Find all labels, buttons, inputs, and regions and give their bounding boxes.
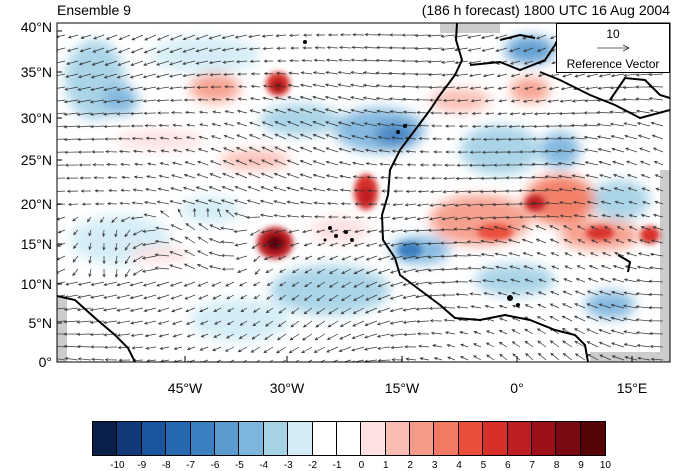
lat-label-10n: 10°N [20, 276, 52, 292]
lon-label-15w: 15°W [384, 380, 420, 396]
colorbar-cell [483, 422, 508, 455]
colorbar-label: 3 [431, 460, 438, 471]
colorbar-label: -6 [210, 460, 220, 471]
ensemble-title: Ensemble 9 [57, 2, 131, 18]
colorbar-label: 9 [578, 460, 584, 471]
forecast-time-title: (186 h forecast) 1800 UTC 16 Aug 2004 [421, 2, 670, 18]
lat-label-0: 0° [38, 354, 52, 370]
map-frame [56, 22, 671, 363]
colorbar-cell [166, 422, 191, 455]
colorbar-label: -2 [308, 460, 318, 471]
colorbar-label: 6 [505, 460, 511, 471]
colorbar-cell [141, 422, 167, 455]
colorbar-cell [336, 422, 362, 455]
lon-label-45w: 45°W [167, 380, 203, 396]
colorbar-label: -4 [259, 460, 269, 471]
reference-vector-legend: 10 Reference Vector [556, 23, 670, 73]
colorbar-cell [117, 422, 142, 455]
coastlines [57, 23, 670, 362]
lat-label-25n: 25°N [20, 152, 52, 168]
colorbar [92, 421, 607, 456]
shading-layer [57, 23, 670, 362]
colorbar-label: 2 [407, 460, 413, 471]
colorbar-cell [532, 422, 557, 455]
lat-label-5n: 5°N [28, 315, 53, 331]
colorbar-label: -7 [186, 460, 196, 471]
missing-data-north [440, 23, 500, 33]
colorbar-label: -8 [161, 460, 171, 471]
lat-label-35n: 35°N [20, 64, 52, 80]
colorbar-cell [93, 422, 118, 455]
colorbar-cell [288, 422, 313, 455]
colorbar-cell [190, 422, 215, 455]
reference-vector-label: Reference Vector [566, 57, 660, 71]
colorbar-label: -9 [137, 460, 147, 471]
colorbar-cell [385, 422, 411, 455]
colorbar-label: 5 [480, 460, 487, 471]
reference-vector-magnitude: 10 [606, 27, 620, 41]
lat-label-30n: 30°N [20, 110, 52, 126]
lat-label-40n: 40°N [20, 19, 52, 35]
colorbar-cell [580, 422, 606, 455]
islands [303, 40, 520, 307]
colorbar-cell [214, 422, 240, 455]
colorbar-cell [361, 422, 386, 455]
colorbar-label: -5 [234, 460, 244, 471]
colorbar-cell [434, 422, 459, 455]
colorbar-label: 1 [383, 460, 389, 471]
reference-arrow-icon [597, 44, 630, 52]
lat-label-15n: 15°N [20, 236, 52, 252]
colorbar-label: 8 [553, 460, 560, 471]
lon-label-0: 0° [510, 380, 524, 396]
colorbar-cell [410, 422, 435, 455]
colorbar-cell [239, 422, 264, 455]
missing-data-west [57, 296, 67, 362]
colorbar-label: 4 [456, 460, 462, 471]
colorbar-label: 10 [599, 460, 611, 471]
colorbar-label: -10 [110, 460, 125, 471]
colorbar-label: -1 [332, 460, 342, 471]
lon-label-15e: 15°E [616, 380, 648, 396]
colorbar-label: 7 [529, 460, 535, 471]
colorbar-label: -3 [283, 460, 293, 471]
lat-label-20n: 20°N [20, 196, 52, 212]
axis-ticks [57, 30, 633, 363]
colorbar-cell [507, 422, 533, 455]
colorbar-cell [556, 422, 581, 455]
colorbar-cell [263, 422, 289, 455]
missing-data-east [660, 170, 670, 362]
colorbar-label: 0 [358, 460, 365, 471]
colorbar-cell [312, 422, 337, 455]
lon-label-30w: 30°W [269, 380, 305, 396]
colorbar-cell [458, 422, 484, 455]
missing-data-south [590, 352, 670, 362]
